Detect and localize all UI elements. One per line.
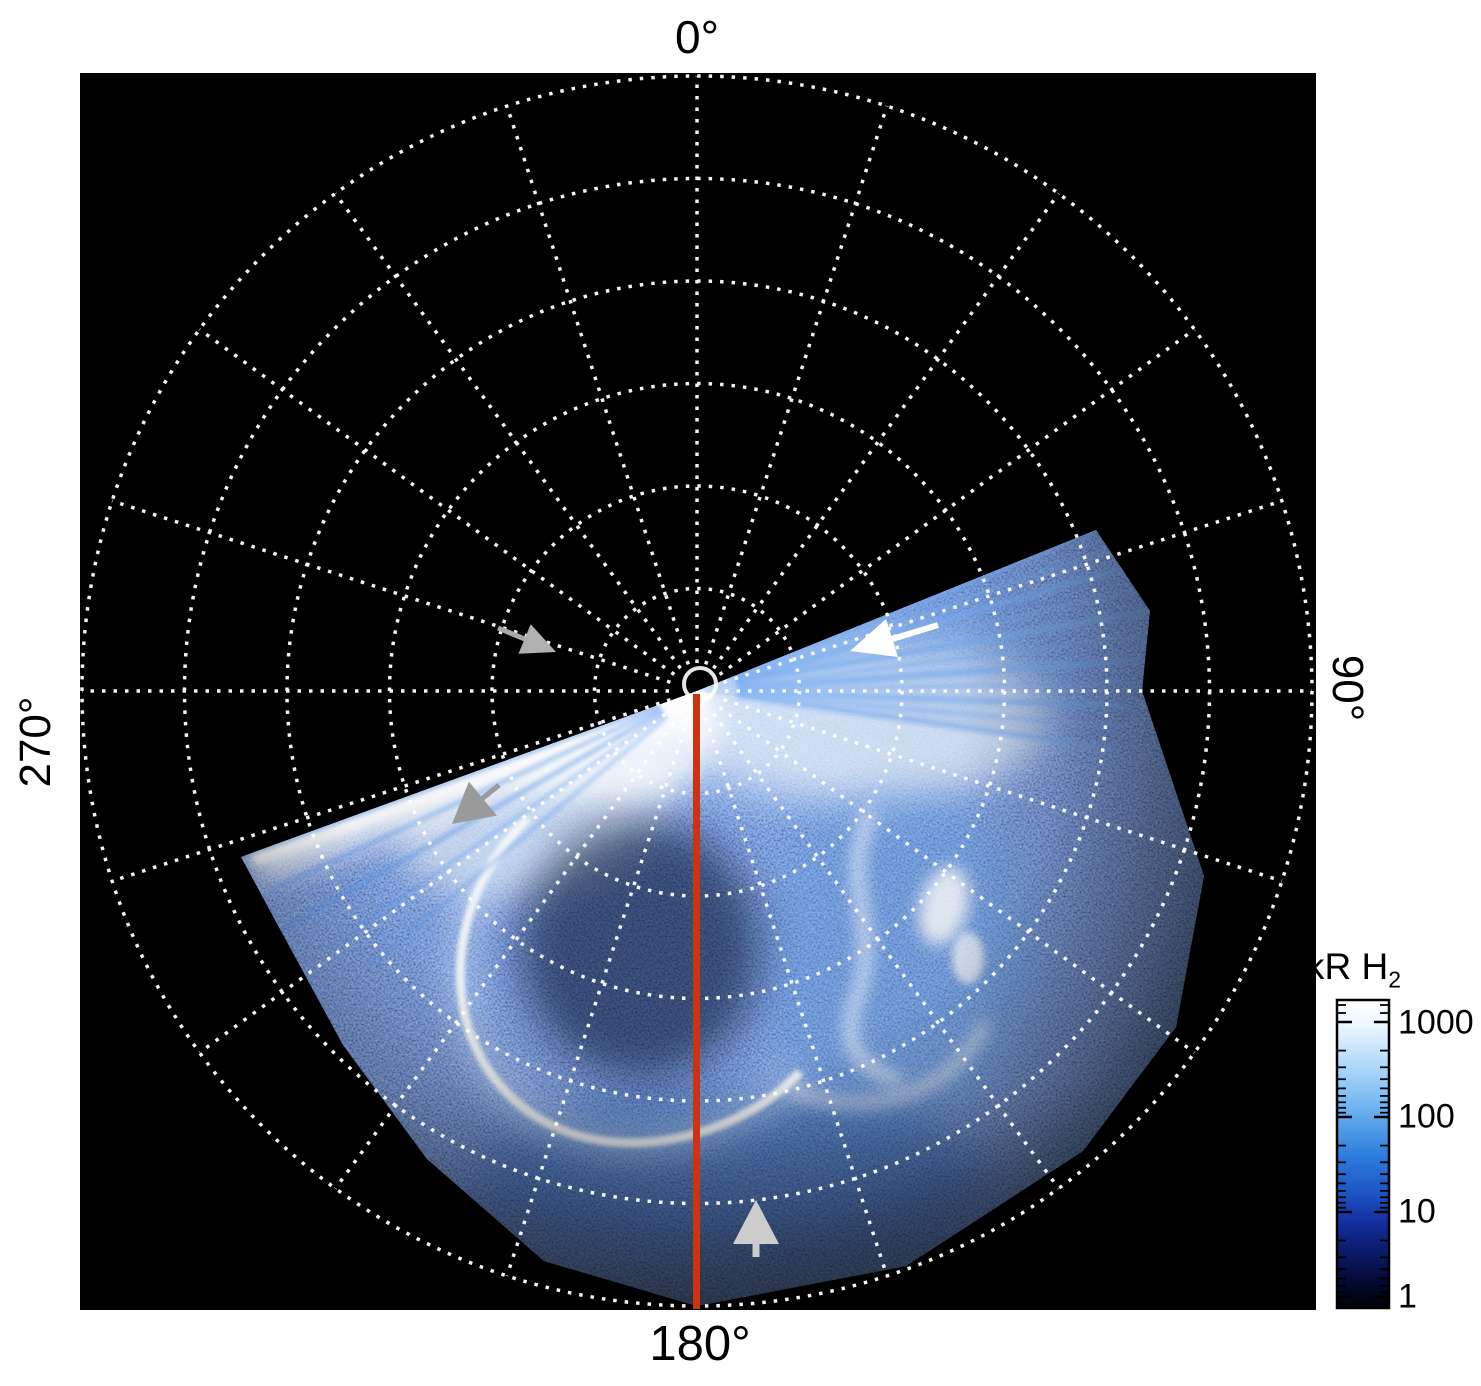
angle-label-180: 180° <box>649 1317 751 1371</box>
colorbar-tick-1: 1 <box>1398 1277 1417 1316</box>
colorbar-minor-ticks <box>1337 1004 1389 1294</box>
colorbar-title-sub: 2 <box>1388 966 1402 993</box>
colorbar-title-main: kR H <box>1306 946 1389 987</box>
white-arrow <box>850 619 939 657</box>
colorbar-gradient <box>1335 998 1391 1310</box>
angle-label-0: 0° <box>675 11 719 63</box>
colorbar-tick-100: 100 <box>1398 1097 1455 1136</box>
polar-grid <box>80 74 1314 1308</box>
angle-label-270: 270° <box>11 696 60 788</box>
colorbar-major-ticks <box>1337 1020 1389 1299</box>
gray-arrow-limb <box>452 781 501 824</box>
colorbar-tick-10: 10 <box>1398 1192 1436 1231</box>
gray-arrow-upper <box>497 624 556 654</box>
colorbar <box>1335 998 1391 1310</box>
angle-label-90: 90° <box>1323 654 1372 722</box>
colorbar-title: kR H2 <box>1306 946 1401 993</box>
colorbar-tick-1000: 1000 <box>1398 1003 1474 1042</box>
light-gray-arrow-bottom <box>733 1200 779 1257</box>
